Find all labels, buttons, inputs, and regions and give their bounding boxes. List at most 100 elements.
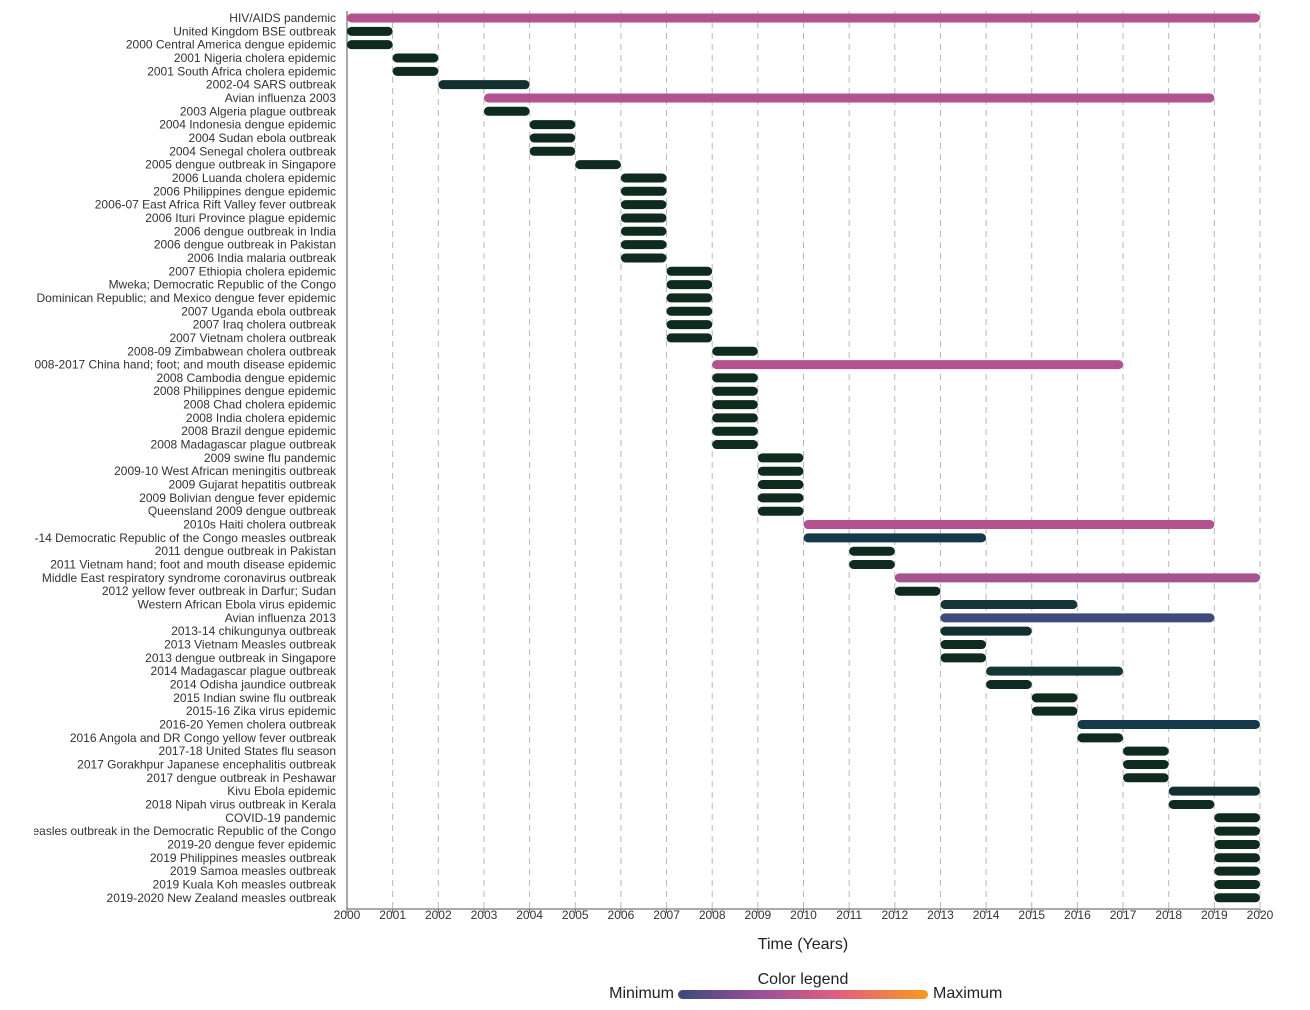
timeline-bar[interactable] — [666, 320, 713, 330]
timeline-bar[interactable] — [712, 400, 758, 410]
legend-title: Color legend — [758, 971, 849, 988]
timeline-bar[interactable] — [438, 80, 530, 90]
category-label: Western African Ebola virus epidemic — [137, 598, 336, 612]
timeline-bar[interactable] — [1214, 839, 1260, 849]
category-label: Kivu Ebola epidemic — [227, 784, 336, 798]
timeline-bar[interactable] — [803, 533, 987, 543]
category-label: 2017 Gorakhpur Japanese encephalitis out… — [77, 757, 337, 771]
timeline-bar[interactable] — [712, 440, 758, 450]
timeline-bar[interactable] — [392, 53, 439, 63]
timeline-bar[interactable] — [666, 266, 713, 276]
timeline-bar[interactable] — [712, 426, 758, 436]
timeline-bar[interactable] — [347, 26, 393, 36]
timeline-bar[interactable] — [1214, 813, 1260, 823]
timeline-bar[interactable] — [940, 613, 1215, 623]
timeline-bar[interactable] — [1168, 799, 1215, 809]
timeline-bar[interactable] — [940, 640, 987, 650]
timeline-bar[interactable] — [1123, 746, 1169, 756]
timeline-bar[interactable] — [1214, 853, 1260, 863]
timeline-bar[interactable] — [1214, 879, 1260, 889]
timeline-bar[interactable] — [940, 653, 987, 663]
timeline-bar[interactable] — [986, 680, 1032, 689]
timeline-bar[interactable] — [620, 226, 667, 236]
category-label: Middle East respiratory syndrome coronav… — [42, 571, 337, 585]
timeline-bar[interactable] — [1214, 866, 1260, 876]
timeline-bar[interactable] — [1123, 759, 1169, 769]
legend-gradient-bar — [678, 990, 928, 999]
timeline-bar[interactable] — [1168, 786, 1260, 796]
category-label: 2015 Indian swine flu outbreak — [173, 691, 337, 705]
timeline-bar[interactable] — [712, 386, 758, 396]
category-label: 2006 dengue outbreak in India — [174, 224, 336, 238]
timeline-bar[interactable] — [483, 106, 530, 116]
timeline-bar[interactable] — [712, 360, 1124, 370]
category-label: 2009 swine flu pandemic — [204, 451, 336, 465]
timeline-bar[interactable] — [483, 93, 1215, 103]
x-tick-label: 2009 — [744, 908, 771, 922]
timeline-bar[interactable] — [712, 413, 758, 423]
timeline-bar[interactable] — [757, 506, 804, 516]
category-label: COVID-19 pandemic — [225, 811, 336, 825]
timeline-bar[interactable] — [1077, 733, 1124, 743]
timeline-bar[interactable] — [1214, 893, 1260, 903]
timeline-bar[interactable] — [712, 346, 758, 356]
timeline-bar[interactable] — [620, 213, 667, 223]
timeline-bar[interactable] — [849, 546, 895, 556]
timeline-bar[interactable] — [1123, 773, 1169, 783]
category-label: 2013-14 chikungunya outbreak — [171, 624, 337, 638]
timeline-bar[interactable] — [620, 186, 667, 196]
category-label: 2004 Senegal cholera outbreak — [169, 144, 337, 158]
category-label: 2001 Nigeria cholera epidemic — [174, 51, 336, 65]
category-label: 2006 Luanda cholera epidemic — [172, 171, 336, 185]
x-tick-label: 2020 — [1247, 908, 1274, 922]
category-label: 2017-18 United States flu season — [159, 744, 336, 758]
category-label: 2008 Philippines dengue epidemic — [153, 384, 336, 398]
timeline-bar[interactable] — [1031, 706, 1078, 716]
category-label: 2019 Kuala Koh measles outbreak — [153, 877, 337, 891]
timeline-bar[interactable] — [757, 480, 804, 490]
timeline-bar[interactable] — [529, 146, 576, 156]
timeline-bar[interactable] — [620, 200, 667, 210]
timeline-bar[interactable] — [1214, 826, 1260, 836]
x-tick-label: 2016 — [1064, 908, 1091, 922]
timeline-bar[interactable] — [529, 133, 576, 143]
timeline-bar[interactable] — [803, 520, 1215, 530]
timeline-bar[interactable] — [529, 120, 576, 130]
timeline-bar[interactable] — [347, 13, 1260, 23]
category-label: 2001 South Africa cholera epidemic — [147, 64, 336, 78]
timeline-bar[interactable] — [940, 600, 1078, 610]
timeline-bar[interactable] — [666, 280, 713, 290]
timeline-bar[interactable] — [666, 306, 713, 316]
category-label: 2013 dengue outbreak in Singapore — [145, 651, 336, 665]
timeline-bar[interactable] — [757, 493, 804, 503]
category-label: 2008 India cholera epidemic — [186, 411, 336, 425]
timeline-bar[interactable] — [620, 240, 667, 250]
timeline-bar[interactable] — [986, 666, 1124, 676]
timeline-bar[interactable] — [666, 293, 713, 303]
x-tick-label: 2000 — [334, 908, 361, 922]
timeline-bar[interactable] — [894, 573, 1260, 583]
timeline-bar[interactable] — [620, 253, 667, 263]
timeline-bar[interactable] — [347, 40, 393, 50]
timeline-bar[interactable] — [849, 560, 895, 570]
x-tick-label: 2012 — [881, 908, 908, 922]
category-label: 2007 Iraq cholera outbreak — [193, 318, 337, 332]
category-label: Avian influenza 2003 — [225, 91, 337, 105]
category-label: 2004 Indonesia dengue epidemic — [159, 118, 336, 132]
category-label: 2007 Ethiopia cholera epidemic — [169, 264, 336, 278]
timeline-bar[interactable] — [1077, 719, 1260, 729]
x-tick-label: 2018 — [1155, 908, 1182, 922]
timeline-bar[interactable] — [894, 586, 941, 596]
timeline-bar[interactable] — [712, 373, 758, 383]
timeline-bar[interactable] — [1031, 693, 1078, 703]
timeline-bar[interactable] — [666, 333, 713, 343]
x-tick-label: 2017 — [1110, 908, 1137, 922]
timeline-bar[interactable] — [757, 466, 804, 476]
timeline-bar[interactable] — [575, 160, 621, 170]
legend-max-label: Maximum — [933, 985, 1002, 1002]
timeline-bar[interactable] — [620, 173, 667, 183]
timeline-bar[interactable] — [392, 66, 439, 76]
timeline-bar[interactable] — [940, 626, 1032, 636]
timeline-bar[interactable] — [757, 453, 804, 463]
x-tick-label: 2001 — [379, 908, 406, 922]
